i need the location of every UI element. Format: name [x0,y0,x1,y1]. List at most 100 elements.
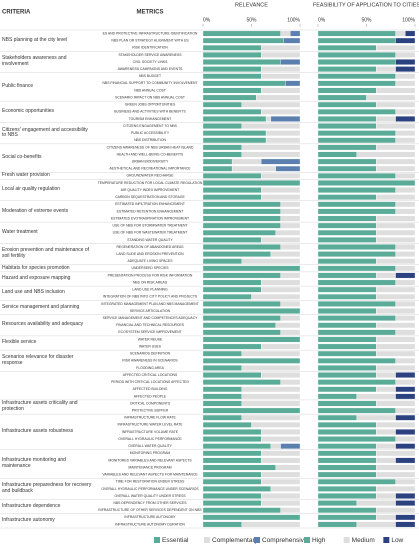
bar-segment [376,123,416,129]
bar-segment [395,372,416,378]
metric-label: BUSINESS AND ACTIVITIES WITH BENEFITS [114,110,186,114]
metric-label: INFRASTRUCTURE OF OTHER SERVICES DEPENDE… [98,508,202,512]
metric-label: INFRASTRUCTURE VOLUME RATE [122,430,179,434]
metric-label: AESTHETICAL AND RECREATIONAL IMPORTANCE [109,167,191,171]
bar-segment [202,422,252,428]
bar-segment [280,208,301,215]
bar-segment [261,457,301,464]
bar-segment [202,144,242,151]
bar-segment [317,215,377,222]
bar-segment [376,229,416,236]
metric-label: LAND USE PLANNING [132,288,168,292]
criterion-text: Citizens' engagement and accessibility t… [2,126,88,139]
bar-segment [317,265,396,272]
bar-segment [317,393,357,400]
legend-label: Medium [352,537,375,544]
bar-segment [395,457,416,464]
bar-segment [317,400,377,407]
bar-segment [317,336,377,343]
bar-segment [317,372,377,378]
bar-segment [376,322,416,329]
bar-segment [376,144,416,151]
legend-swatch [383,537,390,543]
metric-label: NBS BUDGET [139,74,161,78]
bar-segment [317,73,396,80]
bar-segment [317,471,377,478]
criterion-text: Water treatment [2,228,38,235]
bar-segment [376,350,416,357]
metric-label: PUBLIC ACCESSIBILITY [131,131,170,135]
criterion-text: Infrastructure preparedness for recovery… [2,482,92,494]
bar-segment [395,429,416,435]
bar-segment [376,386,396,393]
bar-segment [317,521,357,528]
bar-segment [395,514,416,521]
bar-segment [376,308,416,314]
bar-segment [317,144,377,151]
metric-label: CIVIL SOCIETY LINKS [133,60,169,64]
bar-segment [317,464,377,471]
criterion-text: Infrastructure autonomy [2,517,55,524]
bar-segment [395,59,416,65]
bar-segment [202,436,262,442]
metric-label: PRESENTATION PROCESS FOR RISK INFORMATIO… [108,273,193,277]
bar-segment [317,358,396,364]
bar-segment [376,336,416,343]
criterion-label: Infrastructure assets criticality and pr… [2,400,92,414]
bar-segment [202,180,301,186]
bar-segment [202,486,272,492]
bar-segment [317,251,396,257]
bar-segment [202,521,242,528]
criterion-label: Water treatment [2,222,92,243]
bar-segment [202,201,281,208]
bar-segment [290,30,301,37]
metric-label: INFRASTRUCTURE AUTONOMY [124,515,176,519]
bar-segment [317,272,377,279]
bar-segment [202,251,272,257]
metric-label: CITIZENS ENGAGEMENT TO NBS [123,124,178,128]
bar-segment [356,500,396,506]
criterion-label: Infrastructure dependence [2,500,92,514]
bar-segment [261,372,301,378]
criterion-text: Infrastructure assets robustness [2,428,74,435]
bar-segment [241,123,301,129]
bar-segment [202,493,262,499]
metric-label: SERVICE ARTICULATION [130,309,171,313]
metric-label: NBS FINANCIAL SUPPORT TO COMMUNITY INVOL… [102,81,197,85]
bar-segment [317,486,377,492]
metric-label: OVERALL HYDRAULIC PERFORMANCE [118,437,182,441]
bar-segment [376,486,416,492]
metric-label: TIME FOR RESTORATION UNDER STRESS [116,480,186,484]
criterion-label: NBS planning at the city level [2,30,92,51]
criterion-label: Hazard and exposure mapping [2,272,92,286]
metric-label: RISK IDENTIFICATION [132,46,168,50]
bar-segment [376,237,416,243]
bar-segment [376,258,416,265]
bar-segment [202,322,276,329]
metric-label: CITIZENS AWARENESS OF NBS URBAN HEAT ISL… [107,145,194,149]
bar-segment [395,478,416,485]
bar-segment [317,37,396,44]
metric-label: NBS ANNUAL COST [134,88,166,92]
bar-segment [202,52,262,58]
bar-segment [261,279,301,286]
bar-segment [261,158,301,165]
bar-segment [280,272,301,279]
bar-segment [317,201,396,208]
bar-segment [202,94,257,101]
x-tick-label: 100% [402,17,415,23]
bar-segment [202,457,262,464]
metric-label: VARIABLES AND RELEVANT ASPECTS FOR MAINT… [102,473,198,477]
bar-segment [241,151,301,158]
bar-segment [317,365,377,371]
bar-segment [202,393,242,400]
bar-segment [202,258,242,265]
metric-label: CRITICAL COMPONENTS [130,401,171,405]
bar-segment [261,87,301,94]
bar-segment [395,521,416,528]
bar-segment [376,507,416,514]
bar-segment [317,208,396,215]
criterion-text: Local air quality regulation [2,186,61,193]
legend-swatch [154,537,160,543]
bar-segment [202,158,233,165]
